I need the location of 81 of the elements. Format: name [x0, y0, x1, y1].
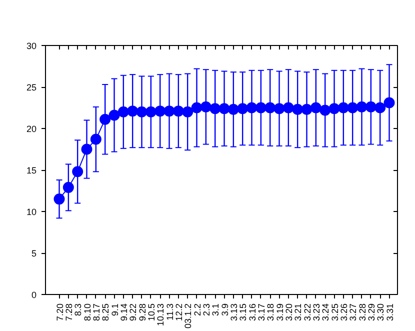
point: [246, 102, 258, 114]
x-tick-label: 2.2: [192, 303, 202, 316]
x-tick-label: 3.16: [247, 303, 258, 322]
point: [81, 144, 92, 155]
point: [338, 102, 349, 114]
x-tick-label: 10.5: [146, 303, 156, 322]
point: [136, 106, 148, 118]
x-tick-label: 3.15: [238, 303, 248, 322]
point: [292, 104, 304, 115]
point: [210, 103, 221, 114]
point: [274, 103, 285, 114]
x-tick-label: 12.2: [174, 303, 184, 322]
point: [182, 106, 194, 118]
x-tick-label: 3.21: [293, 303, 304, 322]
y-tick-label: 0: [31, 290, 37, 300]
x-tick-label: 3.22: [302, 303, 312, 322]
point: [365, 101, 376, 112]
x-tick-label: 3.13: [228, 303, 239, 322]
x-tick-label: 3.27: [348, 303, 358, 322]
y-tick-label: 5: [31, 248, 37, 258]
x-tick-label: 03.1.2: [183, 303, 194, 329]
point: [200, 101, 212, 112]
x-tick-label: 3.29: [366, 303, 376, 322]
point: [145, 106, 156, 118]
point: [255, 102, 266, 114]
point: [118, 106, 129, 118]
point: [320, 104, 331, 116]
point: [301, 104, 312, 115]
y-tick-label: 20: [26, 124, 37, 134]
x-tick-label: 8.10: [82, 303, 92, 322]
point: [90, 134, 102, 145]
point: [54, 194, 65, 205]
point: [356, 101, 368, 112]
x-tick-label: 3.24: [320, 303, 331, 322]
x-tick-label: 3.20: [284, 303, 294, 322]
x-tick-label: 3.9: [220, 303, 230, 316]
y-tick-label: 10: [26, 207, 37, 217]
point: [328, 103, 340, 114]
x-tick-label: 10.13: [156, 303, 166, 326]
x-tick-label: 8.3: [73, 303, 84, 316]
point: [62, 182, 74, 193]
x-tick-label: 7.20: [54, 303, 65, 322]
x-tick-label: 3.31: [384, 303, 395, 322]
x-tick-label: 3.1: [210, 303, 221, 316]
point: [374, 102, 386, 114]
x-tick-label: 8.25: [100, 303, 111, 322]
point: [72, 166, 84, 178]
x-tick-label: 3.17: [256, 303, 266, 322]
point: [172, 106, 184, 117]
y-tick-label: 25: [26, 82, 37, 92]
point: [164, 106, 175, 117]
point: [127, 106, 138, 117]
x-tick-label: 3.25: [330, 303, 340, 322]
x-tick-label: 9.22: [128, 303, 138, 322]
point: [310, 102, 322, 114]
point: [237, 103, 248, 114]
y-tick-label: 15: [26, 166, 37, 176]
point: [228, 104, 239, 115]
x-tick-label: 11.3: [164, 303, 175, 320]
x-tick-label: 3.30: [376, 303, 386, 322]
point: [347, 102, 358, 114]
point: [218, 103, 230, 114]
point: [191, 102, 202, 114]
x-tick-label: 9.14: [118, 303, 129, 322]
x-tick-label: 3.23: [311, 303, 322, 322]
x-tick-label: 7.28: [64, 303, 74, 322]
x-tick-label: 9.1: [110, 303, 120, 316]
point: [384, 97, 395, 108]
point: [282, 102, 294, 114]
x-tick-label: 3.26: [338, 303, 349, 322]
x-tick-label: 3.19: [274, 303, 285, 322]
point: [108, 110, 120, 121]
x-tick-label: 3.18: [266, 303, 276, 322]
x-tick-label: 8.17: [91, 303, 102, 322]
point: [100, 114, 111, 125]
x-tick-label: 9.28: [137, 303, 148, 322]
point: [154, 106, 166, 117]
point: [264, 102, 276, 114]
x-tick-label: 3.28: [357, 303, 368, 322]
x-tick-label: 2.3: [201, 303, 212, 316]
y-tick-label: 30: [26, 41, 37, 51]
